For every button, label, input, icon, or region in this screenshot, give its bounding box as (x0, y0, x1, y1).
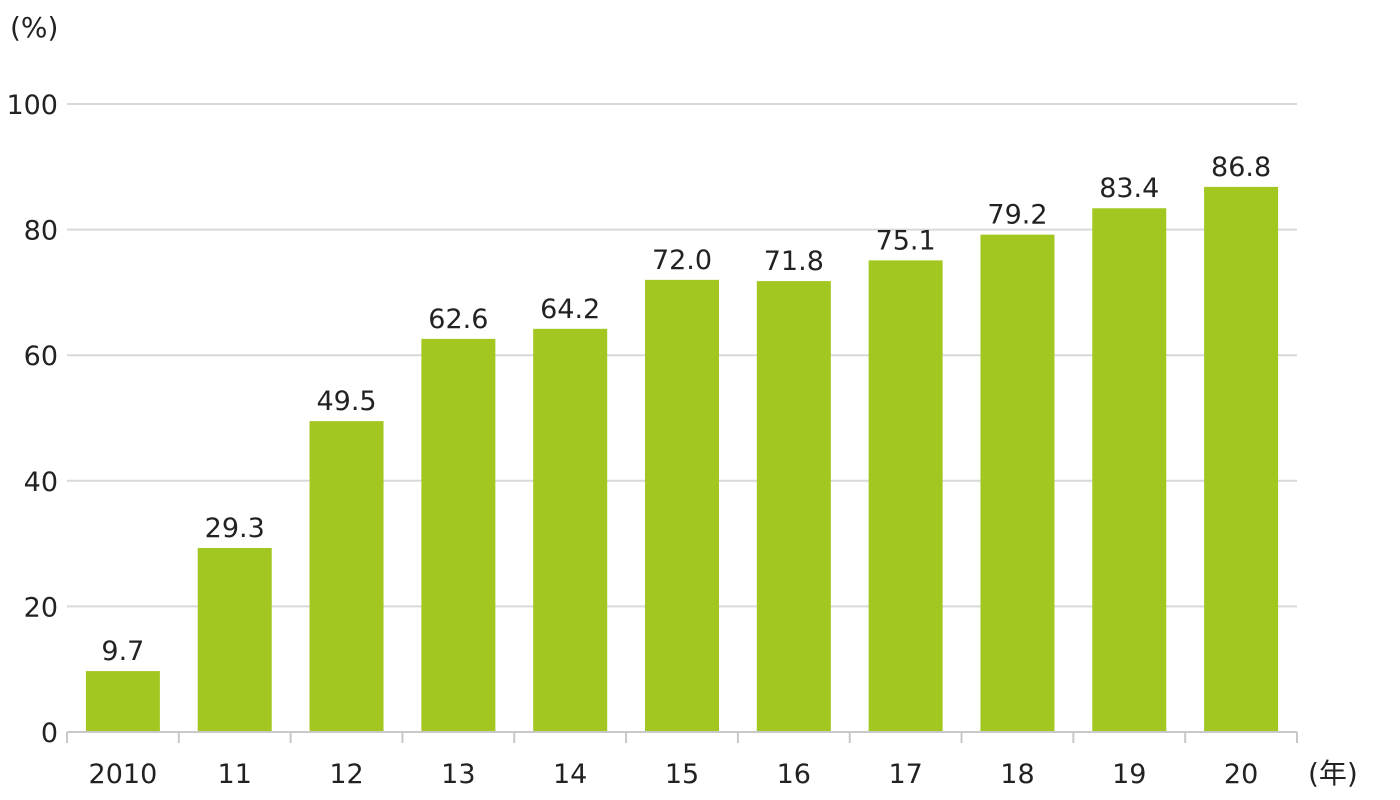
data-label: 75.1 (876, 225, 936, 256)
bar (421, 338, 496, 732)
data-label: 29.3 (205, 513, 265, 544)
x-tick-label: 13 (441, 759, 475, 790)
x-tick-label: 11 (218, 759, 252, 790)
data-label: 64.2 (540, 294, 600, 325)
x-tick-label: 2010 (89, 759, 158, 790)
y-tick-label: 60 (24, 341, 58, 372)
data-label: 62.6 (428, 304, 488, 335)
x-tick-label: 16 (777, 759, 811, 790)
bar (1204, 186, 1279, 732)
data-labels: 9.7 29.3 49.5 62.6 64.2 72.0 71.8 75.1 79.2 83.4 8… (101, 152, 1271, 667)
bar (309, 421, 384, 732)
x-tick-label: 15 (665, 759, 699, 790)
bars (85, 186, 1279, 733)
bar (197, 547, 272, 732)
y-axis-unit: (%) (10, 11, 58, 44)
x-tick-label: 18 (1000, 759, 1034, 790)
data-label: 86.8 (1211, 152, 1271, 183)
x-tick-label: 20 (1224, 759, 1258, 790)
data-label: 72.0 (652, 245, 712, 276)
bar (85, 671, 160, 732)
data-label: 83.4 (1099, 173, 1159, 204)
y-tick-label: 20 (24, 592, 58, 623)
bar (645, 279, 719, 732)
bar (756, 281, 831, 732)
x-tick-label: 17 (888, 759, 922, 790)
y-tick-label: 80 (24, 216, 58, 247)
y-tick-label: 0 (41, 718, 58, 749)
bar (533, 328, 608, 732)
data-label: 49.5 (316, 386, 376, 417)
bar (868, 260, 943, 732)
y-tick-label: 100 (6, 90, 58, 121)
x-tick-label: 14 (553, 759, 587, 790)
data-label: 9.7 (101, 636, 144, 667)
x-axis-unit: (年) (1308, 757, 1358, 790)
x-tick-label: 12 (329, 759, 363, 790)
x-tick-label: 19 (1112, 759, 1146, 790)
bar (1092, 208, 1167, 733)
bar (980, 234, 1055, 732)
data-label: 71.8 (764, 246, 824, 277)
y-axis-ticks: 0 20 40 60 80 100 (6, 90, 58, 749)
y-tick-label: 40 (24, 467, 58, 498)
data-label: 79.2 (987, 200, 1047, 231)
x-axis: 2010 11 12 13 14 15 16 17 18 19 20 (66, 731, 1298, 790)
